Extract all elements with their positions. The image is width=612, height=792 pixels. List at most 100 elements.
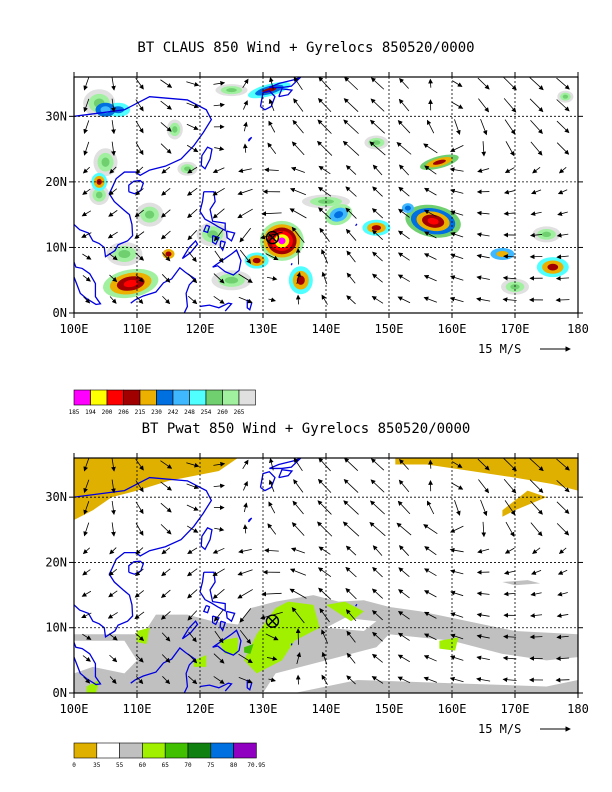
wind-vector	[316, 140, 333, 156]
wind-vector	[370, 458, 385, 471]
wind-vector	[161, 547, 171, 555]
wind-vector	[450, 231, 464, 238]
wind-vector	[268, 297, 276, 303]
wind-vector	[214, 146, 225, 151]
wind-vector	[213, 461, 226, 467]
wind-vector	[186, 102, 200, 109]
wind-vector	[371, 273, 383, 283]
lon-tick-label: 140E	[312, 322, 341, 336]
claus-legend-label: 242	[168, 409, 179, 416]
wind-vector	[502, 655, 517, 661]
wind-vector	[317, 98, 332, 113]
wind-vector	[423, 633, 437, 641]
wind-vector	[186, 504, 199, 511]
wind-vector	[345, 228, 357, 241]
wind-vector	[212, 187, 225, 196]
wind-vector	[134, 611, 145, 620]
wind-vector	[162, 676, 171, 685]
wind-vector	[345, 587, 357, 600]
light-cloud-patch	[557, 90, 574, 103]
wind-vector	[424, 187, 437, 196]
panel1-coastline	[74, 96, 213, 258]
claus-legend-swatch	[238, 389, 256, 406]
wind-vector	[449, 145, 464, 152]
wind-vector	[556, 613, 569, 618]
wind-vector	[291, 141, 305, 156]
claus-legend-label: 215	[135, 409, 146, 416]
claus-legend-label: 254	[201, 409, 212, 416]
panel2-coastline	[247, 517, 253, 523]
wind-vector	[242, 143, 248, 153]
wind-vector	[428, 78, 433, 88]
wind-vector	[108, 188, 118, 196]
wind-vector	[450, 633, 464, 640]
wind-vector	[558, 166, 567, 174]
wind-vector	[160, 79, 173, 88]
wind-vector	[556, 458, 570, 471]
wind-vector	[265, 633, 279, 641]
wind-vector	[81, 232, 92, 238]
wind-vector	[135, 142, 144, 156]
very-moist-region	[326, 601, 364, 622]
panel2-coastline	[202, 604, 211, 614]
wind-vector	[135, 77, 144, 90]
wind-vector	[555, 275, 570, 281]
wind-vector	[109, 296, 117, 304]
wind-vector	[478, 98, 490, 113]
wind-vector	[343, 119, 359, 134]
lon-tick-label: 120E	[186, 702, 215, 716]
wind-vector	[237, 188, 253, 196]
wind-vector	[424, 209, 437, 217]
wind-vector	[423, 253, 437, 260]
wind-vector	[555, 297, 570, 303]
wind-vector	[111, 141, 116, 156]
wind-vector	[318, 207, 332, 220]
wind-vector	[450, 275, 464, 281]
wind-vector	[555, 677, 570, 683]
wind-vector	[261, 211, 282, 217]
wind-vector	[502, 297, 517, 303]
wind-vector	[346, 250, 356, 263]
wind-vector	[449, 525, 464, 533]
wind-vector	[424, 165, 437, 175]
wind-vector	[161, 188, 171, 196]
wind-vector	[423, 275, 437, 282]
pwat-legend-swatch	[73, 742, 98, 759]
deep-convection-core	[536, 257, 569, 278]
lon-tick-label: 120E	[186, 322, 215, 336]
dry-region	[74, 458, 238, 521]
wind-vector	[239, 629, 252, 645]
wind-vector	[187, 653, 198, 664]
panel1-coastline	[212, 249, 242, 276]
pwat-legend-label: 70.95	[247, 762, 265, 769]
claus-legend-swatch	[106, 389, 124, 406]
wind-vector	[556, 480, 570, 493]
wind-vector	[82, 655, 91, 662]
wind-vector	[213, 296, 225, 304]
wind-vector	[346, 295, 356, 305]
wind-vector	[346, 630, 356, 643]
wind-vector	[450, 655, 464, 661]
wind-vector	[398, 208, 410, 218]
wind-vector	[289, 568, 307, 576]
lon-tick-label: 140E	[312, 702, 341, 716]
wind-vector	[187, 187, 198, 196]
wind-vector	[160, 502, 172, 513]
claus-legend-label: 194	[85, 409, 96, 416]
wind-vector	[109, 676, 117, 684]
wind-vector	[188, 251, 197, 263]
wind-vector	[160, 611, 171, 620]
wind-vector	[558, 547, 567, 555]
wind-vector	[135, 166, 144, 174]
wind-vector	[556, 142, 570, 155]
wind-vector	[530, 119, 543, 134]
wind-vector	[239, 227, 252, 243]
wind-vector	[556, 254, 569, 260]
wind-vector	[238, 296, 253, 304]
wind-vector	[107, 231, 118, 239]
wind-vector	[83, 296, 91, 304]
wind-vector	[398, 164, 410, 176]
wind-vector	[268, 479, 275, 492]
deep-convection-core	[490, 248, 515, 260]
wind-vector	[111, 458, 116, 472]
